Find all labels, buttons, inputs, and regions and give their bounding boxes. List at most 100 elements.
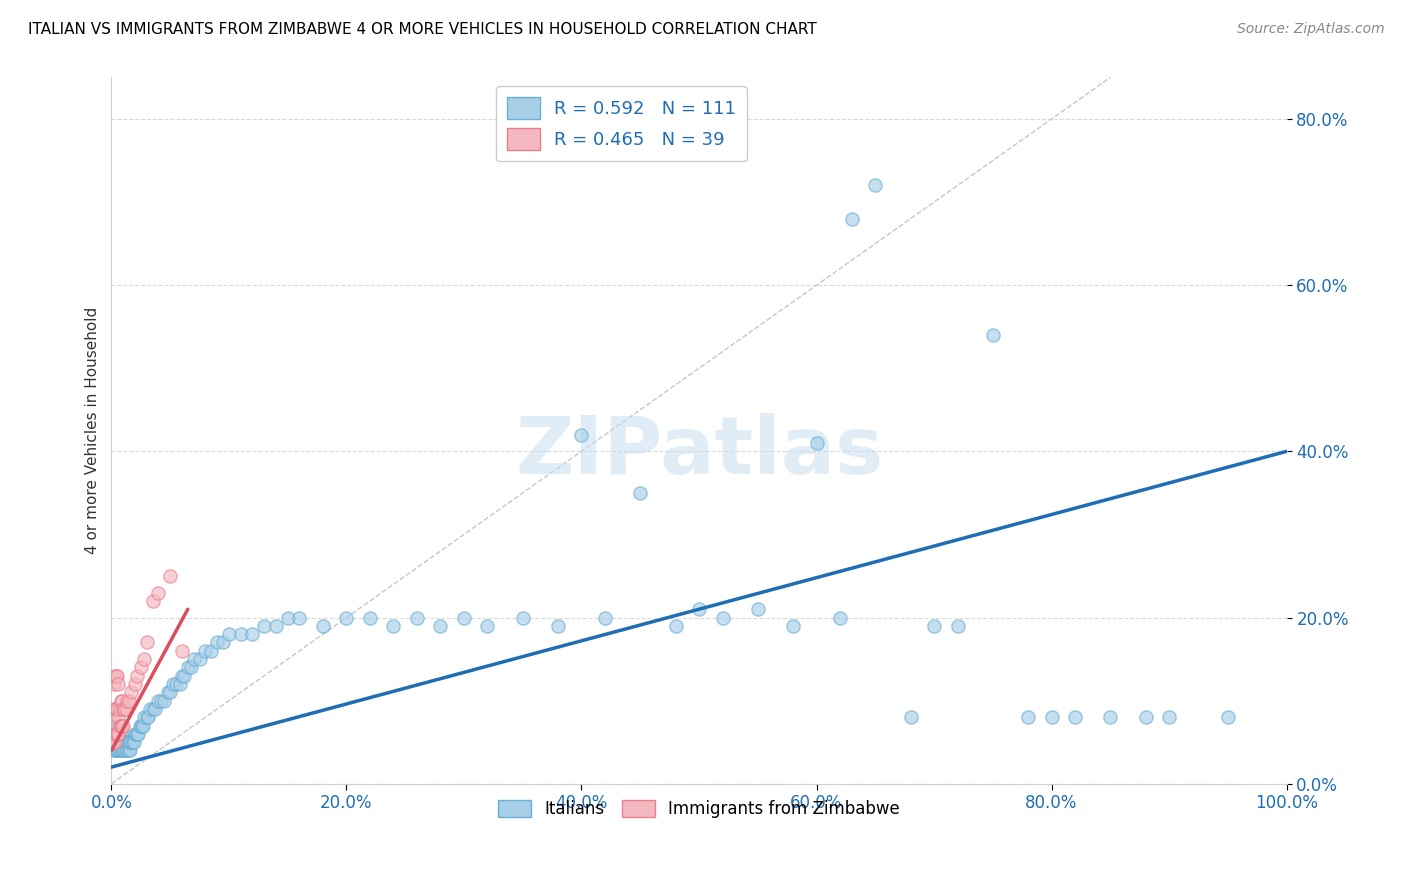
Point — [1157, 710, 1180, 724]
Point — [105, 743, 128, 757]
Point — [141, 702, 163, 716]
Point — [112, 702, 135, 716]
Point — [170, 669, 193, 683]
Point — [112, 743, 135, 757]
Point — [406, 610, 429, 624]
Point — [111, 735, 134, 749]
Point — [108, 718, 131, 732]
Point — [183, 652, 205, 666]
Point — [115, 743, 138, 757]
Point — [107, 727, 129, 741]
Point — [111, 718, 134, 732]
Point — [104, 743, 127, 757]
Point — [628, 486, 651, 500]
Point — [120, 743, 142, 757]
Point — [115, 735, 138, 749]
Point — [180, 660, 202, 674]
Point — [135, 710, 157, 724]
Point — [165, 677, 187, 691]
Point — [112, 727, 135, 741]
Point — [312, 619, 335, 633]
Point — [170, 644, 193, 658]
Point — [112, 718, 135, 732]
Point — [547, 619, 569, 633]
Point — [782, 619, 804, 633]
Legend: Italians, Immigrants from Zimbabwe: Italians, Immigrants from Zimbabwe — [492, 793, 907, 825]
Point — [120, 735, 142, 749]
Point — [335, 610, 357, 624]
Point — [218, 627, 240, 641]
Point — [101, 735, 124, 749]
Point — [104, 669, 127, 683]
Point — [806, 436, 828, 450]
Point — [107, 727, 129, 741]
Text: ITALIAN VS IMMIGRANTS FROM ZIMBABWE 4 OR MORE VEHICLES IN HOUSEHOLD CORRELATION : ITALIAN VS IMMIGRANTS FROM ZIMBABWE 4 OR… — [28, 22, 817, 37]
Point — [105, 743, 128, 757]
Point — [134, 652, 156, 666]
Point — [110, 718, 132, 732]
Point — [711, 610, 734, 624]
Point — [101, 743, 124, 757]
Point — [132, 718, 155, 732]
Point — [120, 685, 142, 699]
Point — [865, 178, 887, 193]
Point — [129, 718, 152, 732]
Point — [922, 619, 945, 633]
Point — [115, 693, 138, 707]
Point — [477, 619, 499, 633]
Point — [105, 727, 128, 741]
Point — [107, 710, 129, 724]
Point — [105, 735, 128, 749]
Point — [135, 635, 157, 649]
Point — [1216, 710, 1239, 724]
Text: ZIPatlas: ZIPatlas — [515, 413, 883, 491]
Point — [571, 427, 593, 442]
Point — [128, 718, 150, 732]
Point — [134, 710, 156, 724]
Point — [108, 743, 131, 757]
Point — [104, 718, 127, 732]
Point — [114, 702, 136, 716]
Point — [159, 685, 181, 699]
Point — [118, 693, 141, 707]
Point — [111, 743, 134, 757]
Point — [122, 735, 145, 749]
Point — [105, 702, 128, 716]
Point — [149, 693, 172, 707]
Point — [108, 735, 131, 749]
Point — [277, 610, 299, 624]
Point — [946, 619, 969, 633]
Point — [103, 735, 125, 749]
Point — [253, 619, 276, 633]
Point — [136, 710, 159, 724]
Point — [112, 702, 135, 716]
Point — [124, 677, 146, 691]
Point — [242, 627, 264, 641]
Point — [124, 727, 146, 741]
Point — [264, 619, 287, 633]
Point — [112, 743, 135, 757]
Point — [103, 702, 125, 716]
Point — [104, 735, 127, 749]
Point — [103, 727, 125, 741]
Point — [359, 610, 381, 624]
Point — [841, 211, 863, 226]
Point — [103, 677, 125, 691]
Point — [828, 610, 851, 624]
Point — [139, 702, 162, 716]
Point — [105, 727, 128, 741]
Y-axis label: 4 or more Vehicles in Household: 4 or more Vehicles in Household — [86, 307, 100, 554]
Point — [1099, 710, 1122, 724]
Point — [110, 743, 132, 757]
Point — [1135, 710, 1157, 724]
Point — [131, 718, 153, 732]
Point — [177, 660, 200, 674]
Point — [127, 669, 149, 683]
Point — [205, 635, 228, 649]
Point — [107, 677, 129, 691]
Point — [105, 669, 128, 683]
Point — [1064, 710, 1087, 724]
Point — [120, 735, 142, 749]
Point — [153, 693, 176, 707]
Point — [212, 635, 235, 649]
